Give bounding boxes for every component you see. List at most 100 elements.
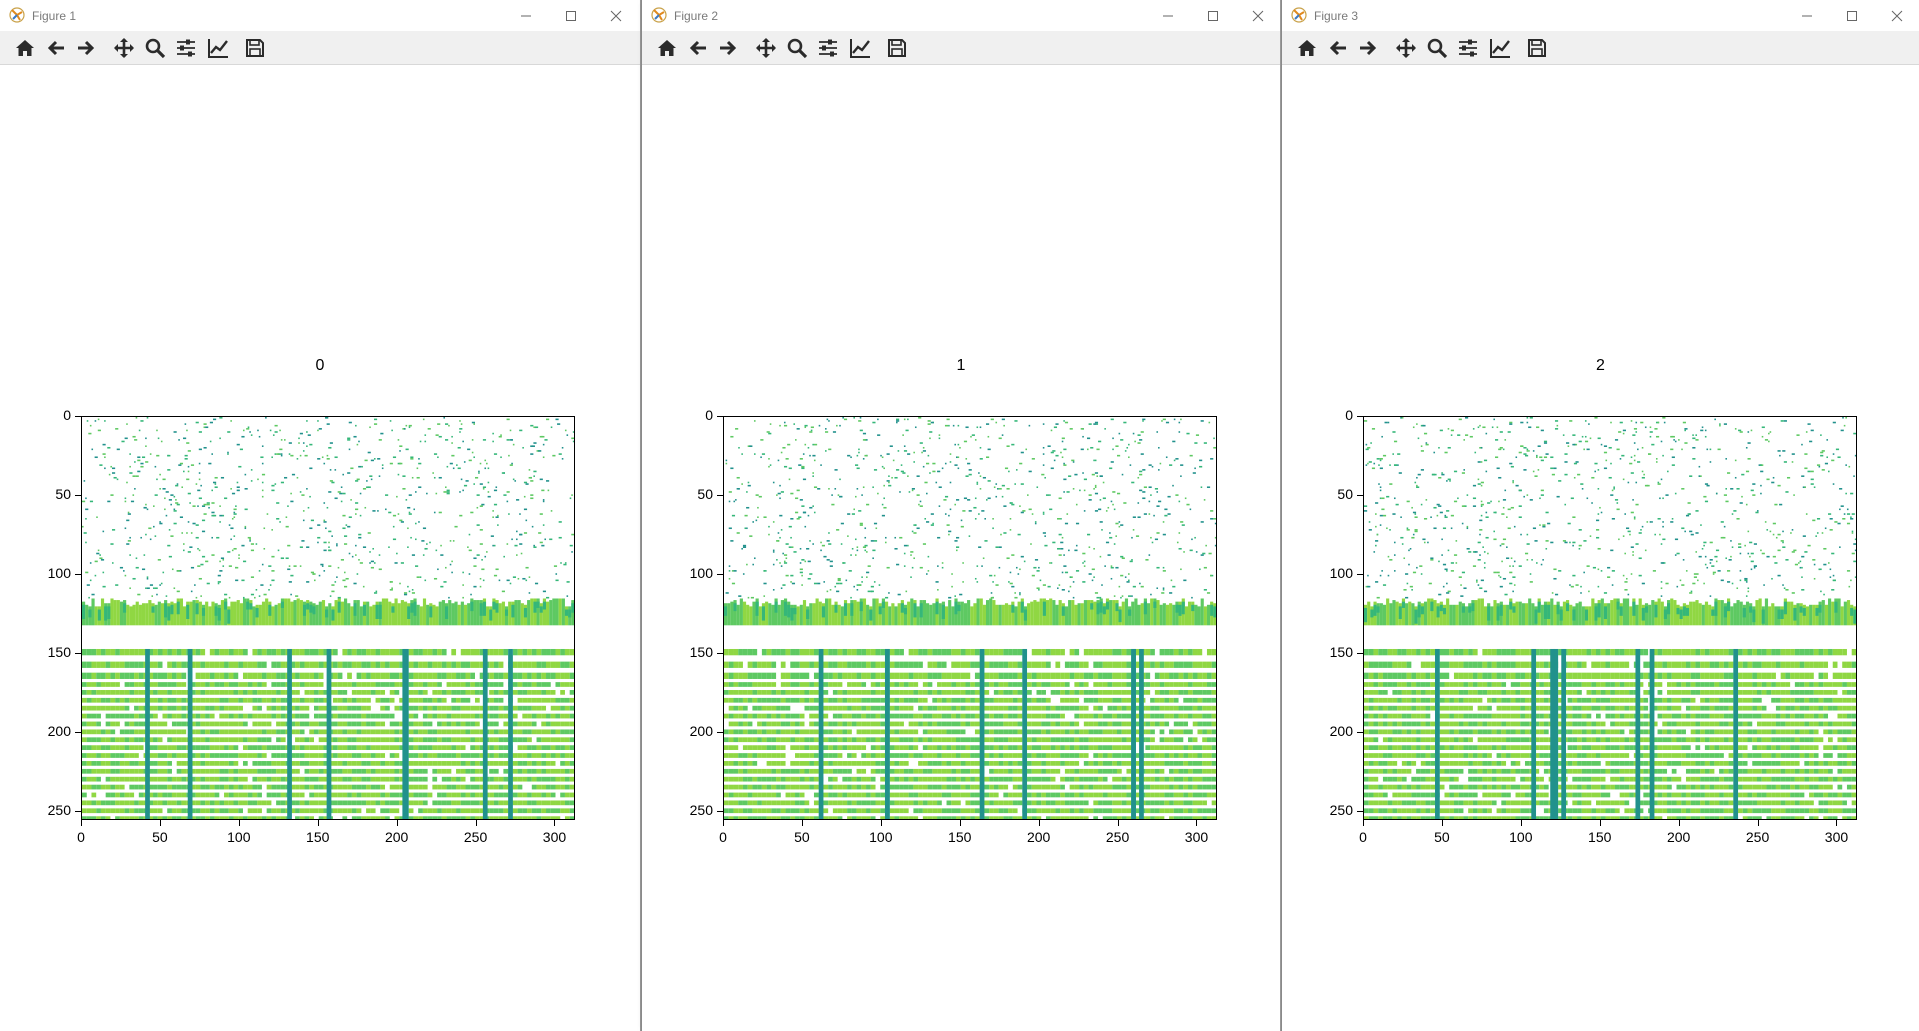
y-tick-mark [717, 731, 723, 733]
configure-subplots-button[interactable] [815, 35, 841, 61]
back-button[interactable] [685, 35, 711, 61]
x-tick-label: 150 [1588, 829, 1612, 845]
configure-subplots-button[interactable] [1455, 35, 1481, 61]
x-tick-label: 150 [306, 829, 330, 845]
heatmap-axes[interactable] [1363, 416, 1857, 820]
minimize-button[interactable] [1145, 0, 1191, 31]
save-button[interactable] [242, 35, 268, 61]
window-title: Figure 1 [32, 9, 77, 23]
pan-button[interactable] [1393, 35, 1419, 61]
back-button[interactable] [1325, 35, 1351, 61]
edit-axis-button[interactable] [205, 35, 231, 61]
y-tick-label: 0 [63, 407, 71, 423]
forward-arrow-icon [78, 40, 95, 56]
home-button[interactable] [654, 35, 680, 61]
x-tick-mark [801, 820, 803, 826]
heatmap-axes[interactable] [723, 416, 1217, 820]
configure-subplots-icon [819, 39, 837, 57]
close-button[interactable] [593, 0, 639, 31]
title-bar[interactable]: Figure 2 [642, 0, 1280, 31]
forward-button[interactable] [715, 35, 741, 61]
heatmap-axes[interactable] [81, 416, 575, 820]
zoom-button[interactable] [142, 35, 168, 61]
matplotlib-app-icon [1291, 7, 1307, 23]
y-tick-mark [75, 810, 81, 812]
window-title: Figure 3 [1314, 9, 1359, 23]
matplotlib-app-icon [9, 7, 25, 23]
y-tick-mark [717, 494, 723, 496]
zoom-button[interactable] [1424, 35, 1450, 61]
close-button[interactable] [1874, 0, 1919, 31]
x-tick-label: 0 [77, 829, 85, 845]
x-tick-label: 50 [152, 829, 168, 845]
plot-title: 1 [956, 357, 966, 374]
navigation-toolbar [642, 31, 1280, 65]
close-button[interactable] [1235, 0, 1281, 31]
maximize-button[interactable] [1190, 0, 1236, 31]
y-tick-label: 50 [55, 485, 71, 502]
maximize-icon [1208, 10, 1218, 21]
pan-button[interactable] [753, 35, 779, 61]
back-button[interactable] [43, 35, 69, 61]
maximize-icon [1847, 10, 1857, 21]
zoom-button[interactable] [784, 35, 810, 61]
title-bar[interactable]: Figure 1 [0, 0, 640, 31]
heatmap-image [724, 417, 1216, 819]
y-tick-label: 50 [1337, 485, 1353, 502]
x-tick-mark [554, 820, 556, 826]
close-icon [610, 10, 622, 21]
y-tick-label: 150 [47, 643, 71, 660]
save-icon [888, 39, 906, 57]
y-tick-label: 100 [47, 564, 71, 581]
back-arrow-icon [689, 40, 706, 56]
forward-button[interactable] [73, 35, 99, 61]
figure-canvas[interactable]: 1 0 50 100 150 200 250 0 50 100 150 200 250 300 [642, 65, 1280, 1031]
figure-canvas[interactable]: 2 0 50 100 150 200 250 0 50 100 150 200 250 300 [1282, 65, 1919, 1031]
x-tick-label: 200 [1666, 829, 1691, 845]
edit-axis-button[interactable] [847, 35, 873, 61]
heatmap-image [82, 417, 574, 819]
pan-icon [756, 38, 776, 58]
y-tick-mark [75, 573, 81, 575]
y-tick-label: 50 [697, 485, 713, 502]
back-arrow-icon [47, 40, 64, 56]
x-tick-label: 0 [1359, 829, 1367, 845]
x-tick-label: 250 [1105, 829, 1130, 845]
x-tick-mark [317, 820, 319, 826]
edit-axis-icon [850, 39, 870, 58]
minimize-button[interactable] [503, 0, 549, 31]
y-tick-mark [1357, 494, 1363, 496]
figure-canvas[interactable]: 0 0 50 100 150 200 250 0 50 100 150 200 250 300 [0, 65, 640, 1031]
y-tick-mark [717, 810, 723, 812]
pan-button[interactable] [111, 35, 137, 61]
minimize-button[interactable] [1784, 0, 1830, 31]
home-button[interactable] [1294, 35, 1320, 61]
x-tick-mark [1757, 820, 1759, 826]
pan-icon [1396, 38, 1416, 58]
x-tick-mark [959, 820, 961, 826]
x-tick-label: 300 [1184, 829, 1209, 845]
edit-axis-button[interactable] [1487, 35, 1513, 61]
save-button[interactable] [1524, 35, 1550, 61]
title-bar[interactable]: Figure 3 [1282, 0, 1919, 31]
x-tick-mark [81, 820, 82, 826]
pan-icon [114, 38, 134, 58]
zoom-icon [787, 38, 808, 59]
y-tick-label: 200 [689, 722, 713, 739]
y-tick-mark [1357, 810, 1363, 812]
forward-button[interactable] [1355, 35, 1381, 61]
configure-subplots-button[interactable] [173, 35, 199, 61]
zoom-icon [145, 38, 166, 59]
home-button[interactable] [12, 35, 38, 61]
configure-subplots-icon [1459, 39, 1477, 57]
maximize-button[interactable] [548, 0, 594, 31]
save-button[interactable] [884, 35, 910, 61]
figure-window-1: Figure 1 [0, 0, 641, 1031]
y-tick-label: 250 [1329, 801, 1353, 818]
heatmap-image [1364, 417, 1856, 819]
figure-window-3: Figure 3 [1281, 0, 1919, 1031]
save-icon [246, 39, 264, 57]
y-tick-mark [75, 731, 81, 733]
x-tick-mark [396, 820, 398, 826]
maximize-button[interactable] [1829, 0, 1875, 31]
